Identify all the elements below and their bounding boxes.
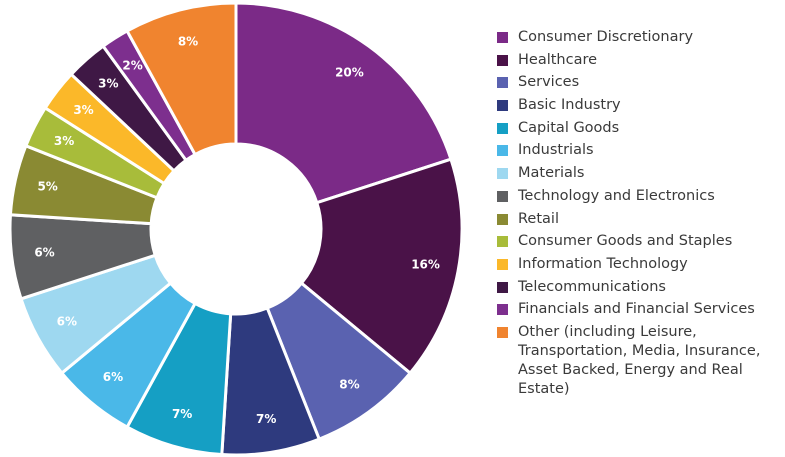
legend-item: Services: [497, 73, 782, 92]
legend-swatch: [497, 145, 508, 157]
slice: [234, 1, 453, 205]
slice-label: 3%: [73, 103, 93, 117]
legend-swatch: [497, 100, 508, 112]
slice-label: 7%: [256, 412, 276, 426]
legend-item: Basic Industry: [497, 96, 782, 115]
legend-swatch: [497, 281, 508, 293]
slice-label: 3%: [54, 134, 74, 148]
legend-label: Services: [518, 74, 580, 91]
legend-label: Industrials: [518, 142, 594, 159]
legend-label: Healthcare: [518, 51, 598, 68]
legend-item: Consumer Goods and Staples: [497, 232, 782, 251]
legend-item: Other (including Leisure, Transportation…: [497, 323, 782, 399]
slice-label: 6%: [34, 246, 54, 260]
slice-label: 3%: [98, 77, 118, 91]
legend-swatch: [497, 32, 508, 43]
legend-label: Other (including Leisure, Transportation…: [518, 323, 761, 397]
legend-label: Technology and Electronics: [518, 187, 715, 204]
legend-item: Information Technology: [497, 255, 782, 274]
legend-label: Financials and Financial Services: [518, 301, 755, 318]
legend-swatch: [497, 326, 508, 338]
legend-label: Telecommunications: [518, 278, 666, 295]
legend-swatch: [497, 258, 508, 270]
donut: 20% 16% 8% 7% 7% 6% 6% 6% 5% 3% 3% 3% 2% 8%: [8, 1, 464, 457]
legend-swatch: [497, 236, 508, 248]
legend-item: Industrials: [497, 141, 782, 160]
legend-label: Consumer Goods and Staples: [518, 233, 733, 250]
legend: Consumer Discretionary Healthcare Services…: [497, 28, 782, 403]
legend-swatch: [497, 190, 508, 202]
legend-item: Telecommunications: [497, 278, 782, 297]
legend-item: Retail: [497, 210, 782, 229]
legend-label: Basic Industry: [518, 97, 621, 114]
slice-label: 7%: [172, 407, 192, 421]
legend-swatch: [497, 77, 508, 89]
legend-item: Capital Goods: [497, 119, 782, 138]
legend-item: Consumer Discretionary: [497, 28, 782, 47]
legend-item: Financials and Financial Services: [497, 300, 782, 319]
slice-label: 6%: [57, 314, 77, 328]
slice-label: 2%: [122, 59, 142, 73]
legend-swatch: [497, 122, 508, 134]
slice-label: 6%: [103, 370, 123, 384]
legend-label: Retail: [518, 210, 559, 227]
slice: [125, 1, 238, 157]
slice-label: 5%: [37, 179, 57, 193]
legend-label: Consumer Discretionary: [518, 29, 694, 45]
legend-swatch: [497, 54, 508, 66]
legend-label: Capital Goods: [518, 119, 620, 136]
slice-label: 8%: [178, 35, 198, 49]
legend-swatch: [497, 168, 508, 180]
slice-label: 16%: [411, 258, 440, 272]
legend-swatch: [497, 213, 508, 225]
legend-label: Materials: [518, 165, 585, 182]
slice-label: 8%: [339, 378, 359, 392]
slice: [299, 157, 464, 376]
legend-swatch: [497, 304, 508, 316]
legend-item: Technology and Electronics: [497, 187, 782, 206]
legend-item: Materials: [497, 164, 782, 183]
slice-label: 20%: [335, 65, 364, 79]
legend-item: Healthcare: [497, 51, 782, 70]
legend-label: Information Technology: [518, 255, 688, 272]
